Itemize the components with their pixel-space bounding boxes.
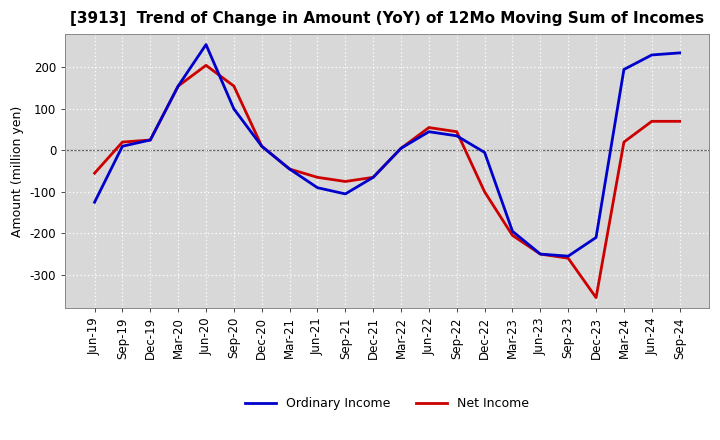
Net Income — [313, 175, 322, 180]
Net Income — [592, 295, 600, 300]
Ordinary Income — [480, 150, 489, 155]
Line: Ordinary Income: Ordinary Income — [94, 44, 680, 256]
Ordinary Income — [425, 129, 433, 134]
Ordinary Income — [647, 52, 656, 58]
Net Income — [341, 179, 350, 184]
Ordinary Income — [592, 235, 600, 240]
Net Income — [90, 171, 99, 176]
Net Income — [564, 256, 572, 261]
Net Income — [397, 146, 405, 151]
Net Income — [146, 137, 155, 143]
Net Income — [369, 175, 377, 180]
Ordinary Income — [369, 175, 377, 180]
Ordinary Income — [313, 185, 322, 191]
Line: Net Income: Net Income — [94, 65, 680, 297]
Net Income — [675, 119, 684, 124]
Y-axis label: Amount (million yen): Amount (million yen) — [11, 106, 24, 237]
Net Income — [425, 125, 433, 130]
Net Income — [230, 84, 238, 89]
Ordinary Income — [452, 133, 461, 139]
Ordinary Income — [202, 42, 210, 47]
Net Income — [620, 139, 629, 145]
Net Income — [480, 189, 489, 194]
Ordinary Income — [90, 200, 99, 205]
Title: [3913]  Trend of Change in Amount (YoY) of 12Mo Moving Sum of Incomes: [3913] Trend of Change in Amount (YoY) o… — [70, 11, 704, 26]
Ordinary Income — [620, 67, 629, 72]
Legend: Ordinary Income, Net Income: Ordinary Income, Net Income — [239, 391, 535, 416]
Ordinary Income — [258, 143, 266, 149]
Net Income — [508, 233, 517, 238]
Ordinary Income — [118, 143, 127, 149]
Ordinary Income — [564, 253, 572, 259]
Ordinary Income — [536, 251, 544, 257]
Net Income — [536, 251, 544, 257]
Ordinary Income — [675, 50, 684, 55]
Net Income — [202, 62, 210, 68]
Ordinary Income — [285, 166, 294, 172]
Ordinary Income — [397, 146, 405, 151]
Ordinary Income — [174, 84, 182, 89]
Ordinary Income — [341, 191, 350, 197]
Net Income — [258, 143, 266, 149]
Net Income — [174, 84, 182, 89]
Net Income — [285, 166, 294, 172]
Ordinary Income — [230, 106, 238, 111]
Ordinary Income — [146, 137, 155, 143]
Net Income — [647, 119, 656, 124]
Net Income — [118, 139, 127, 145]
Net Income — [452, 129, 461, 134]
Ordinary Income — [508, 229, 517, 234]
